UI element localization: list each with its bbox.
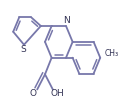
Text: O: O <box>30 89 36 98</box>
Text: S: S <box>20 45 26 54</box>
Text: N: N <box>63 16 70 25</box>
Text: OH: OH <box>50 89 64 98</box>
Text: CH₃: CH₃ <box>105 49 119 58</box>
